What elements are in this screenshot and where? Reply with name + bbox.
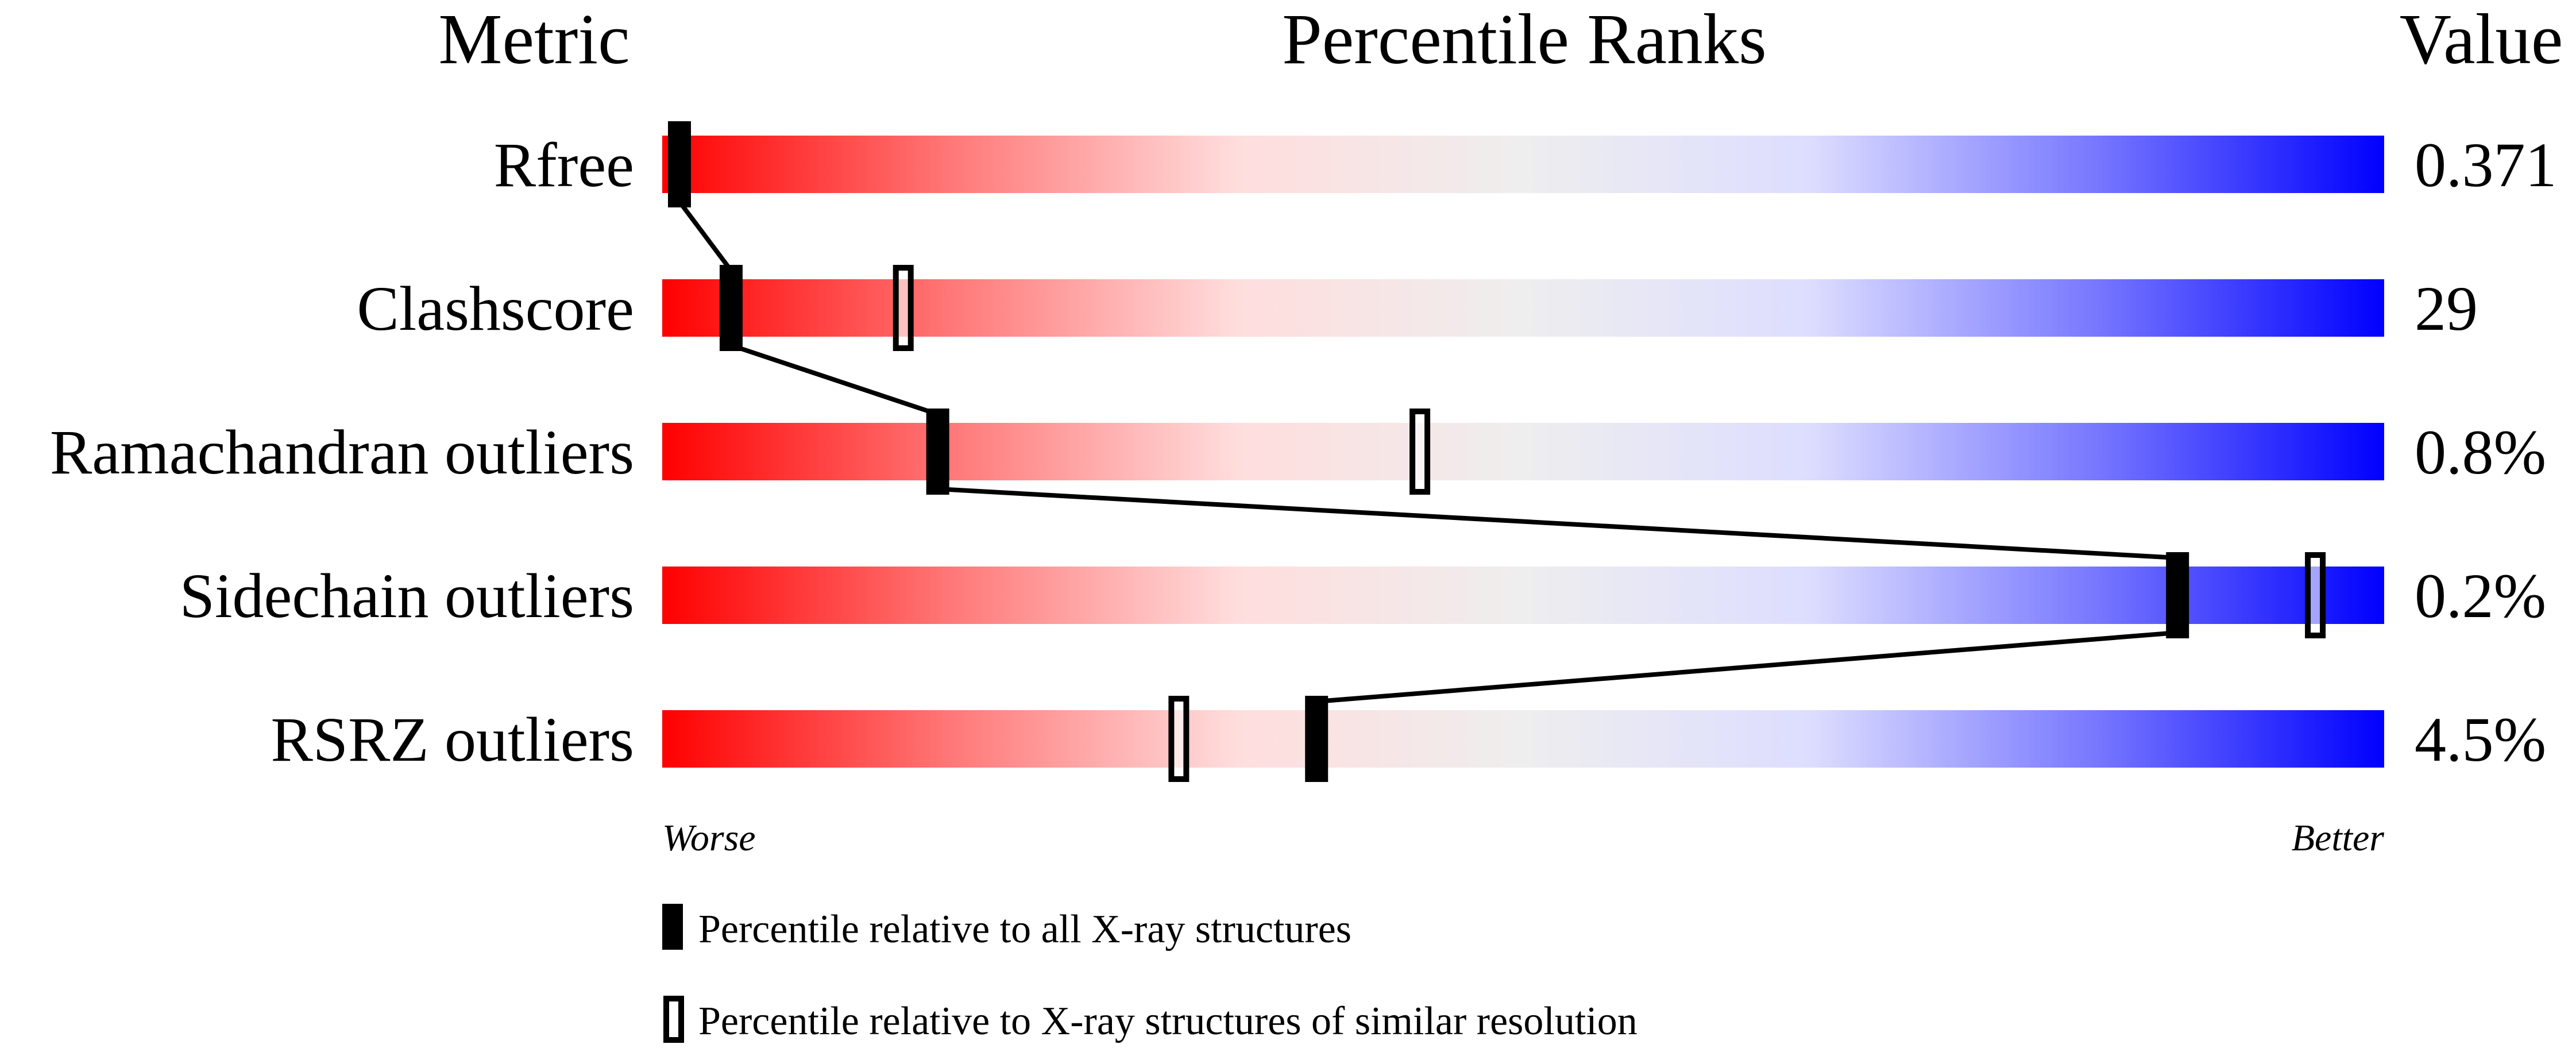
metric-label: Clashscore (357, 273, 634, 344)
marker-similar-resolution (1168, 696, 1189, 782)
marker-all-structures (719, 265, 743, 351)
percentile-bar (662, 710, 2384, 768)
legend-all-label: Percentile relative to all X-ray structu… (698, 907, 1351, 951)
metric-label: Ramachandran outliers (50, 417, 634, 487)
marker-all-structures (926, 409, 949, 495)
header-value: Value (2400, 0, 2563, 79)
metric-row: Rfree 0.371 (494, 121, 2557, 207)
metric-label: Sidechain outliers (180, 561, 634, 631)
marker-all-structures (2166, 552, 2189, 638)
connector-line (730, 343, 939, 417)
metric-row: Sidechain outliers 0.2% (180, 552, 2546, 638)
metric-value: 29 (2415, 273, 2478, 344)
better-label: Better (2292, 817, 2385, 859)
metric-rows: Rfree 0.371 Clashscore 29 Ramachandran outli… (50, 121, 2557, 782)
connector-line (937, 487, 2178, 560)
marker-all-structures (667, 121, 691, 207)
metric-label: Rfree (494, 130, 634, 200)
header-metric: Metric (438, 0, 629, 79)
connector-line (677, 200, 733, 272)
metric-value: 0.2% (2415, 561, 2546, 631)
percentile-bar (662, 136, 2384, 193)
metric-value: 0.371 (2415, 130, 2557, 200)
marker-similar-resolution (2305, 552, 2326, 638)
connector-line (1316, 630, 2178, 704)
percentile-bar (662, 423, 2384, 480)
marker-similar-resolution (1409, 409, 1431, 495)
worse-label: Worse (662, 817, 756, 859)
legend-filled-marker (662, 904, 683, 950)
legend-similar-label: Percentile relative to X-ray structures … (698, 999, 1637, 1043)
metric-row: RSRZ outliers 4.5% (271, 696, 2546, 782)
metric-row: Clashscore 29 (357, 265, 2478, 351)
metric-row: Ramachandran outliers 0.8% (50, 409, 2546, 495)
metric-value: 0.8% (2415, 417, 2546, 487)
metric-label: RSRZ outliers (271, 704, 634, 775)
marker-all-structures (1305, 696, 1328, 782)
legend-open-marker (663, 996, 684, 1043)
percentile-bar (662, 567, 2384, 624)
metric-value: 4.5% (2415, 704, 2546, 775)
marker-similar-resolution (893, 265, 914, 351)
header-percentile-ranks: Percentile Ranks (1282, 0, 1767, 79)
percentile-bar (662, 279, 2384, 337)
